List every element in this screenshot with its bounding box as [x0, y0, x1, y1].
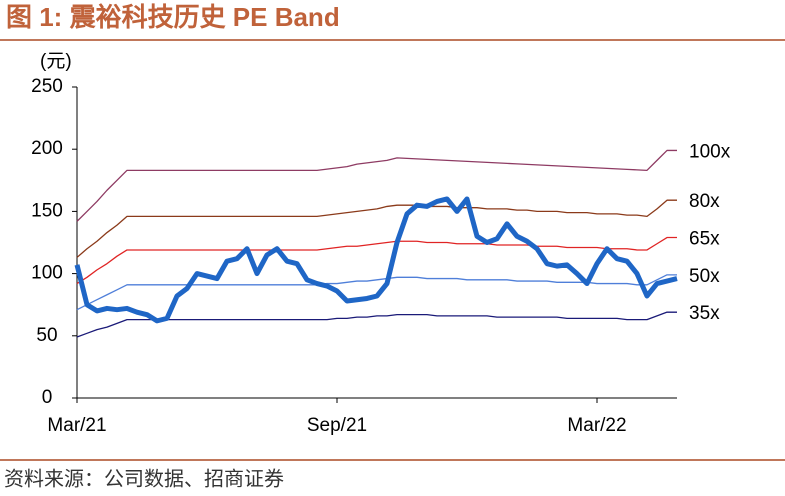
series-label: 50x — [689, 266, 720, 287]
band-line — [76, 199, 677, 258]
chart-title: 图 1: 震裕科技历史 PE Band — [6, 2, 340, 32]
x-tick-label: Mar/21 — [47, 415, 106, 436]
x-tick-label: Sep/21 — [307, 415, 367, 436]
y-tick-label: 150 — [31, 200, 63, 221]
series-label: 100x — [689, 141, 731, 162]
y-tick-label: 200 — [31, 138, 63, 159]
series-label: 80x — [689, 191, 720, 212]
y-tick-label: 250 — [31, 76, 63, 97]
series-label: 65x — [689, 229, 720, 250]
x-tick-label: Mar/22 — [567, 415, 626, 436]
y-tick-label: 50 — [36, 325, 57, 346]
band-line — [76, 274, 677, 311]
y-tick-label: 0 — [42, 387, 53, 408]
y-axis-label: (元) — [40, 51, 72, 72]
band-line — [76, 149, 677, 222]
y-tick-label: 100 — [31, 263, 63, 284]
source: 资料来源：公司数据、招商证券 — [4, 467, 284, 490]
band-line — [76, 311, 677, 338]
series-label: 35x — [689, 303, 720, 324]
price-line — [74, 196, 678, 324]
band-line — [76, 236, 677, 285]
